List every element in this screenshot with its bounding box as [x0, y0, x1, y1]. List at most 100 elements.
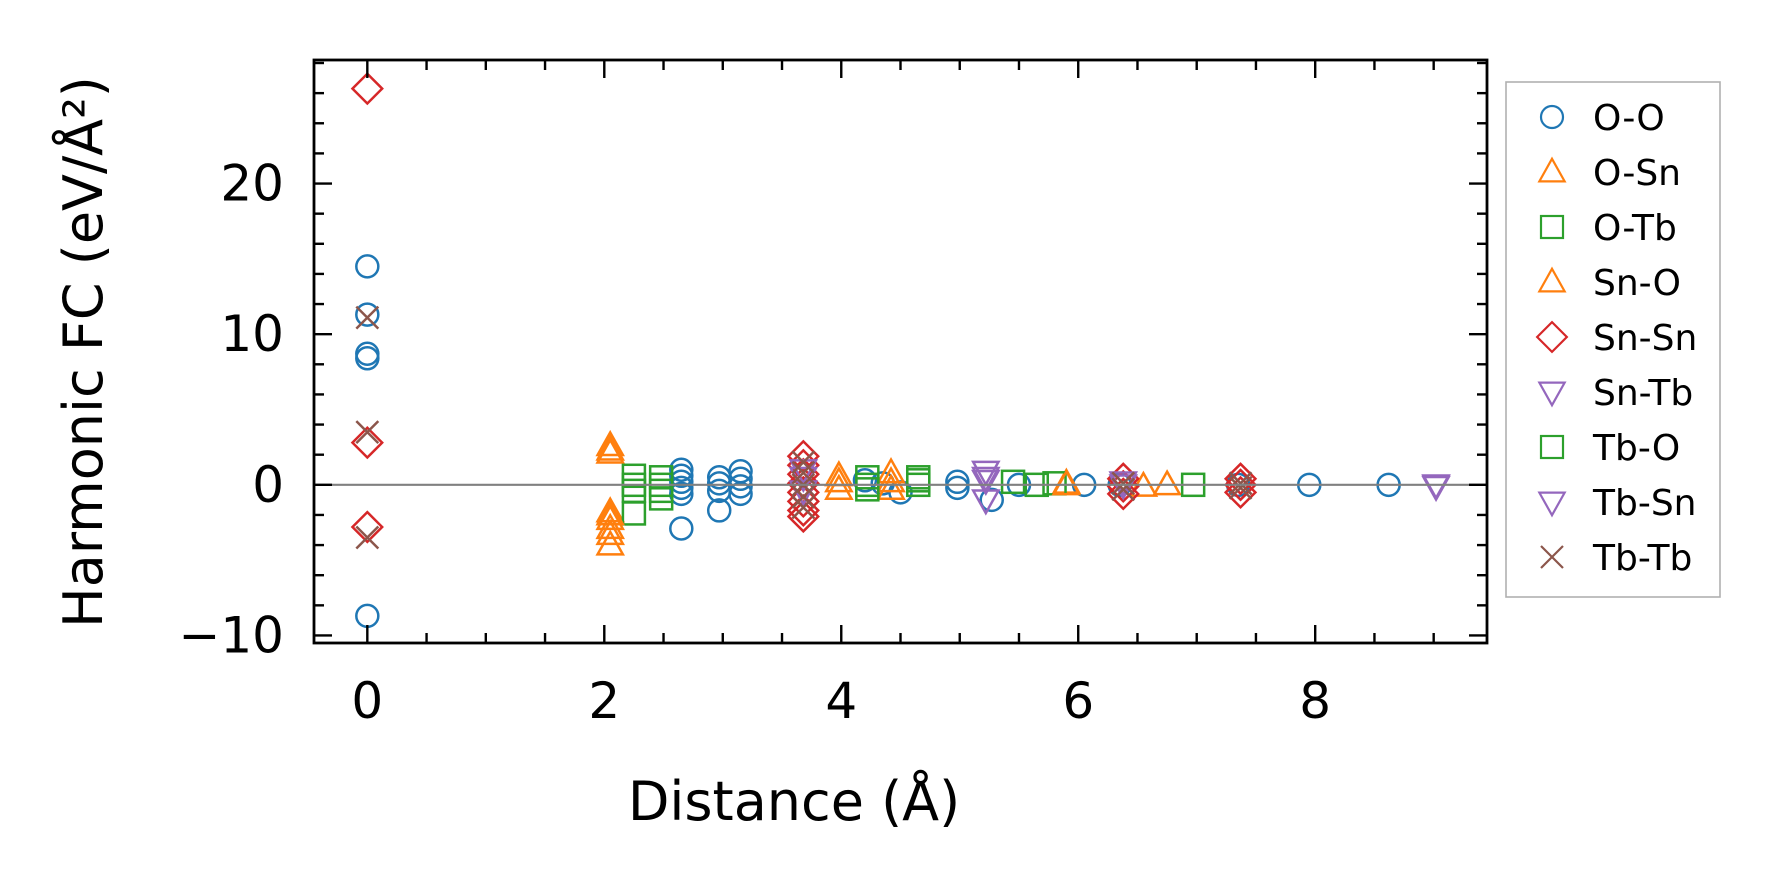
legend-marker-tb-sn	[1537, 491, 1567, 518]
point-sn-tb	[1421, 474, 1451, 501]
point-sn-o	[595, 434, 625, 461]
legend-entries: O-O O-Sn O-Tb Sn-O Sn-Sn Sn-Tb Tb-O Tb-Sn Tb-Tb	[1535, 98, 1697, 579]
point-sn-sn	[1223, 468, 1258, 502]
legend-label-sn-o: Sn-O	[1593, 263, 1681, 304]
axis-ticks	[314, 60, 1487, 643]
legend-label-o-o: O-O	[1593, 98, 1665, 139]
point-o-tb	[621, 463, 647, 489]
point-o-o	[355, 603, 380, 629]
point-o-sn	[824, 473, 854, 500]
legend-label-sn-tb: Sn-Tb	[1593, 373, 1693, 414]
point-sn-o	[1051, 469, 1082, 496]
legend-label-sn-sn: Sn-Sn	[1593, 318, 1697, 359]
axis-tick-labels: 0 2 4 6 8 −10 0 10 20	[178, 155, 1331, 730]
point-o-sn	[1152, 469, 1182, 496]
point-sn-sn	[786, 499, 820, 534]
point-o-sn	[595, 429, 625, 457]
point-o-o	[728, 474, 753, 499]
plot-frame	[312, 58, 1489, 645]
point-sn-tb	[971, 460, 1001, 488]
point-o-o	[945, 475, 970, 501]
point-sn-sn	[1223, 475, 1258, 509]
point-tb-tb	[791, 495, 816, 520]
point-o-o	[979, 487, 1004, 513]
x-tick-label: 6	[1062, 672, 1094, 730]
point-sn-o	[824, 466, 854, 493]
point-tb-tb	[355, 305, 380, 330]
point-sn-sn	[1106, 477, 1140, 511]
point-sn-sn	[350, 72, 384, 106]
x-tick-label: 4	[825, 672, 857, 730]
legend-label-tb-sn: Tb-Sn	[1592, 483, 1697, 524]
y-tick-label: 10	[220, 305, 284, 363]
point-o-sn	[595, 503, 625, 531]
legend-marker-tb-tb	[1540, 545, 1564, 569]
point-tb-tb	[1228, 471, 1253, 496]
point-o-tb	[621, 501, 647, 526]
point-tb-tb	[791, 450, 816, 475]
legend-marker-o-tb	[1539, 214, 1565, 240]
y-axis-label: Harmonic FC (eV/Å²)	[51, 76, 115, 628]
point-o-tb	[648, 478, 674, 504]
point-tb-o	[906, 468, 931, 493]
x-tick-label: 8	[1299, 672, 1331, 730]
y-tick-label: 20	[220, 155, 284, 213]
legend-label-tb-o: Tb-O	[1592, 428, 1680, 469]
point-sn-tb	[788, 459, 819, 486]
x-tick-label: 0	[351, 672, 383, 730]
point-o-o	[852, 468, 878, 493]
point-o-o	[669, 457, 694, 483]
legend-box	[1505, 81, 1721, 598]
point-o-o	[728, 481, 753, 507]
point-o-sn	[595, 512, 625, 540]
point-tb-tb	[1111, 471, 1136, 496]
legend-marker-sn-o	[1537, 266, 1567, 293]
legend: O-O O-Sn O-Tb Sn-O Sn-Sn Sn-Tb Tb-O Tb-Sn Tb-Tb	[1505, 81, 1721, 598]
point-sn-o	[595, 499, 625, 526]
point-o-o	[669, 469, 694, 495]
point-o-o	[945, 469, 970, 495]
point-tb-sn	[1421, 475, 1451, 503]
point-tb-tb	[1111, 477, 1136, 502]
point-o-tb	[621, 478, 647, 504]
point-o-sn	[876, 457, 906, 484]
point-sn-sn	[350, 426, 384, 460]
point-o-o	[669, 463, 694, 489]
point-o-o	[728, 466, 753, 492]
point-o-sn	[595, 529, 625, 556]
point-tb-sn	[1108, 474, 1139, 501]
point-o-o	[706, 498, 732, 523]
point-tb-tb	[791, 460, 816, 485]
legend-label-o-tb: O-Tb	[1593, 208, 1677, 249]
point-o-tb	[648, 486, 674, 511]
x-axis-label: Distance (Å)	[628, 769, 960, 833]
x-tick-label: 2	[588, 672, 620, 730]
point-o-sn	[595, 518, 625, 546]
point-sn-tb	[971, 469, 1001, 497]
point-o-o	[669, 481, 694, 507]
y-tick-label: 0	[252, 456, 284, 514]
legend-marker-o-sn	[1537, 156, 1567, 183]
point-o-sn	[595, 437, 625, 464]
point-o-o	[355, 254, 380, 279]
y-tick-label: −10	[178, 606, 284, 664]
point-tb-tb	[1228, 475, 1253, 500]
legend-marker-sn-sn	[1535, 320, 1569, 354]
point-tb-tb	[355, 420, 380, 444]
point-sn-o	[876, 466, 906, 493]
legend-marker-sn-tb	[1537, 381, 1567, 408]
legend-marker-tb-o	[1539, 434, 1565, 460]
point-o-o	[669, 516, 694, 541]
legend-marker-o-o	[1539, 104, 1565, 130]
legend-label-o-sn: O-Sn	[1593, 153, 1681, 194]
point-tb-tb	[791, 484, 816, 509]
scatter-points	[350, 72, 1451, 629]
point-o-o	[355, 346, 380, 371]
point-o-tb	[1000, 469, 1026, 495]
legend-label-tb-tb: Tb-Tb	[1592, 538, 1692, 579]
point-o-sn	[876, 473, 906, 500]
point-o-o	[355, 302, 380, 327]
point-tb-sn	[971, 466, 1001, 494]
point-sn-sn	[350, 510, 384, 544]
